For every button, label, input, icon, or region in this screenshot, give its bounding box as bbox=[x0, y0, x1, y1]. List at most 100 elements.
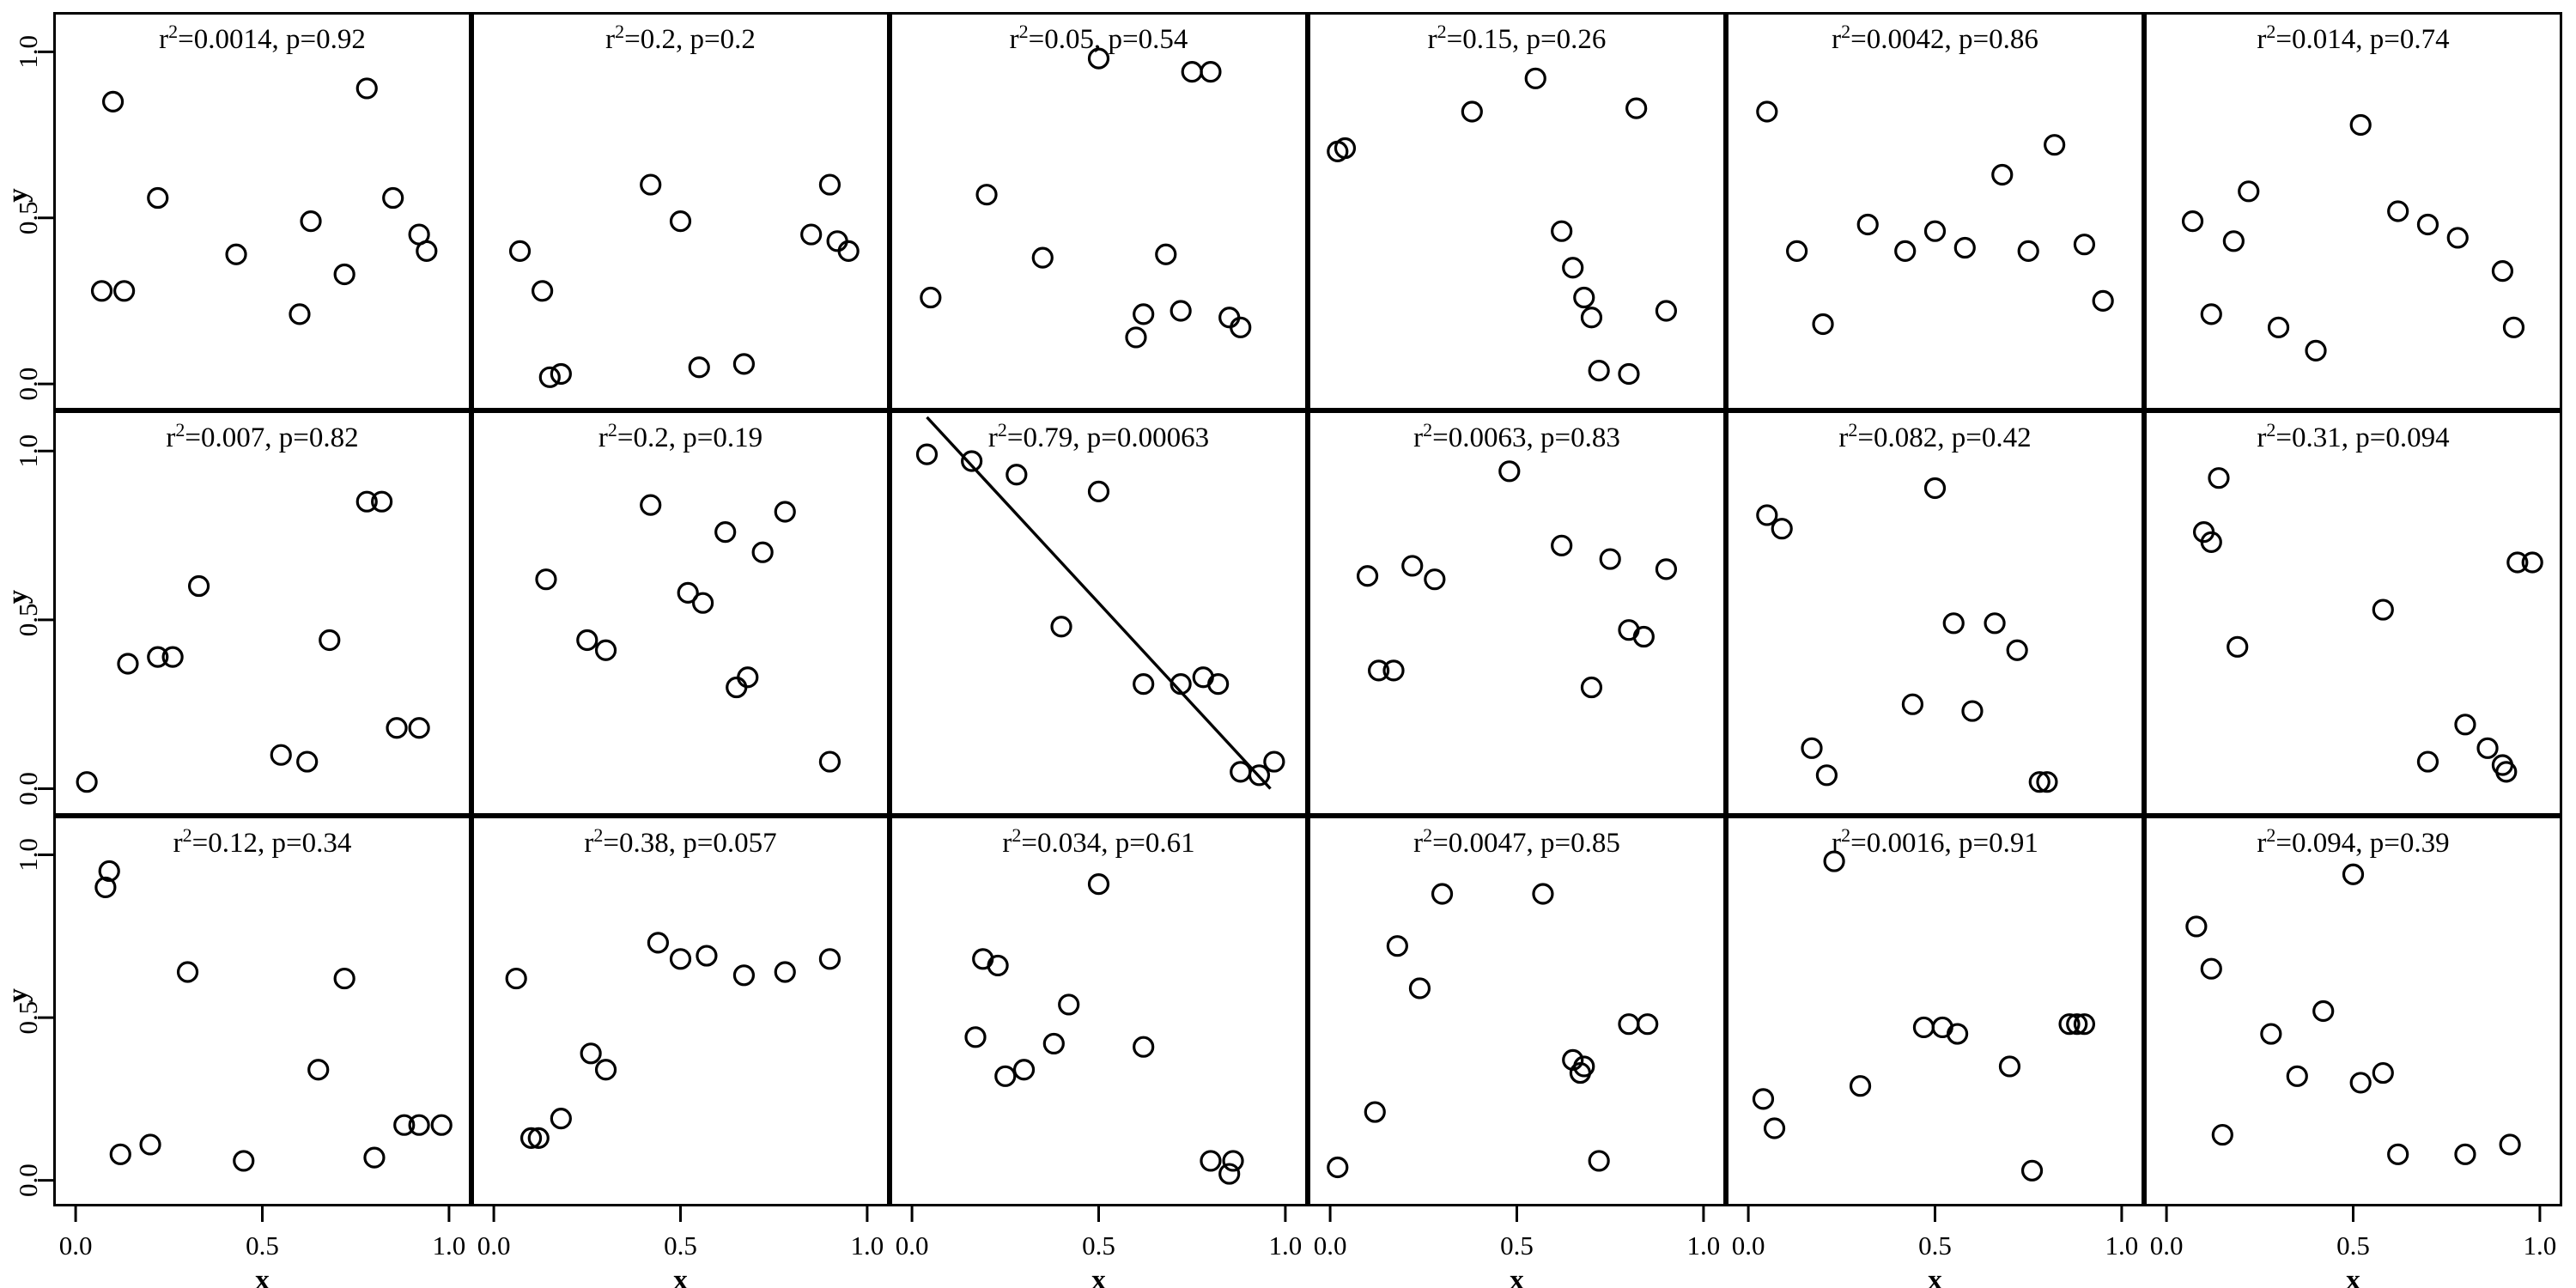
data-point bbox=[139, 1133, 161, 1156]
x-axis-tick-label: 1.0 bbox=[433, 1230, 466, 1261]
panel-17: r2=0.0016, p=0.91 bbox=[1726, 816, 2144, 1206]
data-point bbox=[688, 356, 710, 379]
data-point bbox=[1170, 672, 1192, 696]
data-point bbox=[393, 1114, 416, 1136]
data-point bbox=[1087, 47, 1110, 70]
data-point bbox=[669, 948, 692, 970]
data-point bbox=[1625, 97, 1648, 119]
data-point bbox=[408, 1114, 430, 1136]
data-point bbox=[233, 1150, 255, 1172]
data-point bbox=[1364, 1101, 1386, 1123]
x-axis-tick-label: 0.5 bbox=[2336, 1230, 2370, 1261]
data-point bbox=[94, 876, 117, 899]
data-point bbox=[640, 494, 662, 516]
data-point bbox=[1618, 1013, 1640, 1036]
data-point bbox=[1942, 612, 1965, 635]
data-point bbox=[408, 717, 430, 739]
data-point bbox=[1133, 1036, 1155, 1058]
data-point bbox=[1200, 1150, 1222, 1172]
data-point bbox=[2372, 598, 2394, 621]
data-point bbox=[1618, 362, 1640, 386]
data-point bbox=[576, 629, 598, 652]
data-point bbox=[2454, 714, 2476, 736]
y-axis-tick-label: 0.5 bbox=[13, 1001, 43, 1035]
panel-frame bbox=[2144, 12, 2562, 410]
data-point bbox=[1901, 693, 1924, 715]
data-point bbox=[550, 1108, 572, 1130]
data-point bbox=[696, 945, 718, 967]
data-point bbox=[1263, 750, 1285, 773]
data-point bbox=[1155, 243, 1177, 265]
data-point bbox=[113, 280, 136, 302]
data-point bbox=[1961, 700, 1984, 722]
data-point bbox=[1812, 313, 1834, 336]
panel-frame bbox=[890, 12, 1308, 410]
data-point bbox=[1580, 307, 1603, 329]
y-axis-tick-label: 0.5 bbox=[13, 201, 43, 234]
data-point bbox=[1532, 883, 1554, 905]
data-point bbox=[101, 90, 125, 113]
y-axis-tick-label: 1.0 bbox=[13, 838, 43, 872]
data-point bbox=[1632, 625, 1655, 648]
panel-title: r2=0.2, p=0.19 bbox=[598, 419, 762, 453]
data-point bbox=[1786, 240, 1808, 262]
data-point bbox=[826, 230, 848, 252]
data-point bbox=[1823, 850, 1845, 872]
data-point bbox=[1655, 300, 1678, 322]
data-point bbox=[691, 592, 714, 614]
data-point bbox=[1637, 1013, 1659, 1036]
panel-frame bbox=[53, 816, 471, 1206]
data-point bbox=[2044, 134, 2066, 156]
data-point bbox=[430, 1114, 453, 1136]
panel-13: r2=0.12, p=0.34 bbox=[53, 816, 471, 1206]
x-axis-label: x bbox=[1510, 1265, 1524, 1288]
x-axis-tick-label: 0.0 bbox=[59, 1230, 93, 1261]
data-point bbox=[1087, 480, 1110, 503]
data-point bbox=[1230, 316, 1252, 338]
data-point bbox=[519, 1127, 543, 1149]
data-point bbox=[1031, 246, 1054, 269]
data-point bbox=[535, 568, 557, 591]
panel-18: r2=0.094, p=0.39 bbox=[2144, 816, 2562, 1206]
data-point bbox=[1401, 555, 1424, 577]
panel-11: r2=0.082, p=0.42 bbox=[1726, 410, 2144, 816]
x-axis-tick-label: 0.5 bbox=[1500, 1230, 1534, 1261]
panel-frame bbox=[2144, 410, 2562, 816]
data-point bbox=[2372, 1061, 2394, 1084]
panel-frame bbox=[1726, 410, 2144, 816]
data-point bbox=[2446, 227, 2469, 249]
panel-title: r2=0.0042, p=0.86 bbox=[1832, 21, 2038, 55]
data-point bbox=[307, 1059, 330, 1081]
y-axis-tick-label: 0.5 bbox=[13, 603, 43, 636]
data-point bbox=[2017, 240, 2039, 262]
panel-title: r2=0.014, p=0.74 bbox=[2257, 21, 2449, 55]
data-point bbox=[2387, 1143, 2409, 1165]
panel-title: r2=0.12, p=0.34 bbox=[173, 824, 352, 859]
data-point bbox=[2260, 1023, 2282, 1045]
data-point bbox=[1588, 1150, 1610, 1172]
panel-frame bbox=[1308, 410, 1726, 816]
panel-frame bbox=[1726, 816, 2144, 1206]
data-point bbox=[987, 954, 1009, 977]
data-point bbox=[2028, 771, 2050, 793]
data-point bbox=[961, 450, 983, 472]
data-point bbox=[1894, 240, 1917, 262]
data-point bbox=[225, 243, 247, 265]
data-point bbox=[818, 948, 841, 970]
data-point bbox=[2267, 316, 2290, 338]
data-point bbox=[1923, 220, 1947, 242]
data-point bbox=[2491, 260, 2514, 283]
data-point bbox=[669, 210, 692, 233]
data-point bbox=[594, 639, 617, 661]
data-point bbox=[732, 964, 756, 987]
data-point bbox=[737, 666, 759, 689]
x-axis-label: x bbox=[1091, 1265, 1106, 1288]
data-point bbox=[386, 717, 408, 739]
data-point bbox=[333, 263, 355, 286]
data-point bbox=[1058, 993, 1080, 1016]
panel-16: r2=0.0047, p=0.85 bbox=[1308, 816, 1726, 1206]
data-point bbox=[1050, 616, 1072, 638]
panel-3: r2=0.05, p=0.54 bbox=[890, 12, 1308, 410]
panel-12: r2=0.31, p=0.094 bbox=[2144, 410, 2562, 816]
